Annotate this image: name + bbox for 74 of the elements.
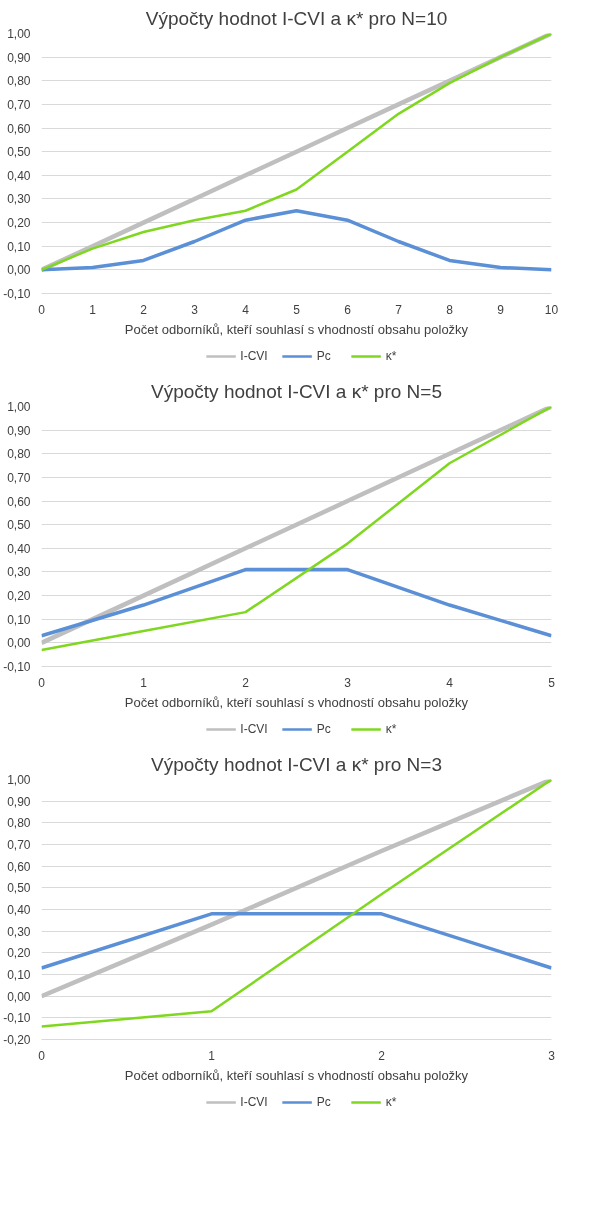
x-tick-label: 2 [242, 675, 250, 690]
x-tick-label: 9 [497, 302, 505, 317]
y-tick-label: 0,50 [7, 518, 31, 533]
y-tick-label: 0,80 [7, 447, 31, 462]
y-tick-label: 0,00 [7, 263, 31, 278]
x-tick-label: 6 [344, 302, 352, 317]
y-tick-label: 1,00 [7, 27, 31, 41]
x-tick-label: 2 [378, 1048, 386, 1063]
y-tick-label: 0,50 [7, 145, 31, 160]
x-axis-title: Počet odborníků, kteří souhlasí s vhodností obsahu položky [124, 694, 469, 710]
x-tick-label: 0 [38, 675, 46, 690]
y-tick-label: -0,10 [3, 287, 31, 301]
y-tick-label: 1,00 [7, 773, 31, 787]
legend-label: κ* [385, 349, 398, 363]
y-tick-label: 0,70 [7, 838, 31, 852]
y-tick-label: 0,30 [7, 565, 31, 580]
x-tick-label: 0 [38, 1048, 46, 1063]
legend-label: I-CVI [240, 349, 268, 363]
x-axis-title: Počet odborníků, kteří souhlasí s vhodností obsahu položky [124, 321, 469, 337]
y-tick-label: 1,00 [7, 400, 31, 414]
legend-label: κ* [385, 722, 398, 736]
y-tick-label: 0,20 [7, 589, 31, 604]
x-axis-title: Počet odborníků, kteří souhlasí s vhodností obsahu položky [124, 1067, 469, 1083]
y-tick-label: 0,10 [7, 239, 31, 254]
legend-label: Pc [316, 1095, 332, 1109]
y-tick-label: 0,50 [7, 881, 31, 896]
x-tick-label: 1 [89, 302, 97, 317]
y-tick-label: 0,30 [7, 192, 31, 207]
x-tick-label: 10 [544, 302, 559, 317]
y-tick-label: 0,60 [7, 121, 31, 136]
x-tick-label: 8 [446, 302, 454, 317]
y-tick-label: -0,20 [3, 1033, 31, 1047]
y-tick-label: 0,80 [7, 816, 31, 831]
y-tick-label: 0,30 [7, 924, 31, 939]
y-tick-label: 0,40 [7, 903, 31, 917]
y-tick-label: 0,70 [7, 470, 31, 485]
x-tick-label: 2 [140, 302, 148, 317]
chart-title: Výpočty hodnot I-CVI a κ* pro N=10 [145, 7, 448, 29]
y-tick-label: 0,40 [7, 541, 31, 556]
x-tick-label: 1 [208, 1048, 216, 1063]
y-tick-label: 0,00 [7, 636, 31, 651]
y-tick-label: 0,20 [7, 216, 31, 231]
y-tick-label: 0,10 [7, 612, 31, 627]
y-tick-label: -0,10 [3, 660, 31, 674]
chart-title: Výpočty hodnot I-CVI a κ* pro N=5 [151, 380, 442, 402]
x-tick-label: 3 [344, 675, 352, 690]
legend-label: I-CVI [240, 1095, 268, 1109]
x-tick-label: 3 [191, 302, 199, 317]
x-tick-label: 0 [38, 302, 46, 317]
x-tick-label: 4 [446, 675, 454, 690]
x-tick-label: 7 [395, 302, 403, 317]
y-tick-label: 0,80 [7, 74, 31, 89]
legend-label: Pc [316, 722, 332, 736]
legend-label: κ* [385, 1095, 398, 1109]
y-tick-label: 0,60 [7, 494, 31, 509]
x-tick-label: 5 [548, 675, 556, 690]
y-tick-label: 0,60 [7, 859, 31, 874]
x-tick-label: 5 [293, 302, 301, 317]
chart-title: Výpočty hodnot I-CVI a κ* pro N=3 [151, 753, 442, 775]
legend-label: I-CVI [240, 722, 268, 736]
y-tick-label: 0,10 [7, 968, 31, 982]
y-tick-label: -0,10 [3, 1011, 31, 1026]
y-tick-label: 0,20 [7, 946, 31, 961]
y-tick-label: 0,40 [7, 168, 31, 183]
x-tick-label: 3 [548, 1048, 556, 1063]
y-tick-label: 0,90 [7, 50, 31, 65]
y-tick-label: 0,90 [7, 423, 31, 438]
x-tick-label: 1 [140, 675, 148, 690]
y-tick-label: 0,70 [7, 97, 31, 112]
x-tick-label: 4 [242, 302, 250, 317]
y-tick-label: 0,90 [7, 794, 31, 809]
line-series [41, 209, 552, 272]
y-tick-label: 0,00 [7, 989, 31, 1004]
legend-label: Pc [316, 349, 332, 363]
